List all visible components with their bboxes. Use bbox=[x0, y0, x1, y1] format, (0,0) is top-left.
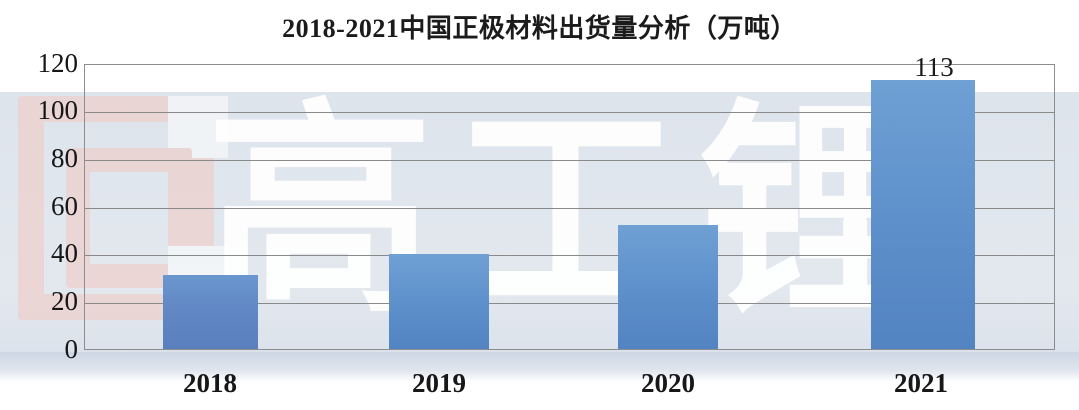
x-tick-label-2019: 2019 bbox=[412, 368, 466, 398]
y-tick-label: 40 bbox=[51, 238, 78, 268]
gridline-60 bbox=[85, 208, 1054, 209]
plot-area bbox=[84, 64, 1055, 350]
y-tick-label: 60 bbox=[51, 191, 78, 221]
bar-2019[interactable] bbox=[389, 253, 489, 349]
background-wash-bottom bbox=[0, 352, 1079, 382]
gridline-40 bbox=[85, 255, 1054, 256]
bar-2021[interactable] bbox=[871, 79, 975, 349]
bar-data-label-2021: 113 bbox=[914, 52, 954, 82]
y-tick-label: 0 bbox=[64, 334, 79, 364]
y-tick-label: 120 bbox=[37, 48, 79, 78]
bar-2018[interactable] bbox=[163, 275, 258, 349]
y-axis: 120 100 80 60 40 20 0 bbox=[0, 0, 79, 410]
x-tick-label-2021: 2021 bbox=[894, 368, 948, 398]
y-tick-label: 100 bbox=[37, 95, 79, 125]
x-tick-label-2018: 2018 bbox=[183, 368, 237, 398]
y-tick-label: 80 bbox=[51, 143, 78, 173]
gridline-100 bbox=[85, 112, 1054, 113]
y-tick-label: 20 bbox=[51, 286, 78, 316]
x-tick-label-2020: 2020 bbox=[641, 368, 695, 398]
bar-2020[interactable] bbox=[618, 225, 718, 349]
gridline-20 bbox=[85, 303, 1054, 304]
gridline-80 bbox=[85, 160, 1054, 161]
chart-title: 2018-2021中国正极材料出货量分析（万吨） bbox=[282, 14, 797, 43]
